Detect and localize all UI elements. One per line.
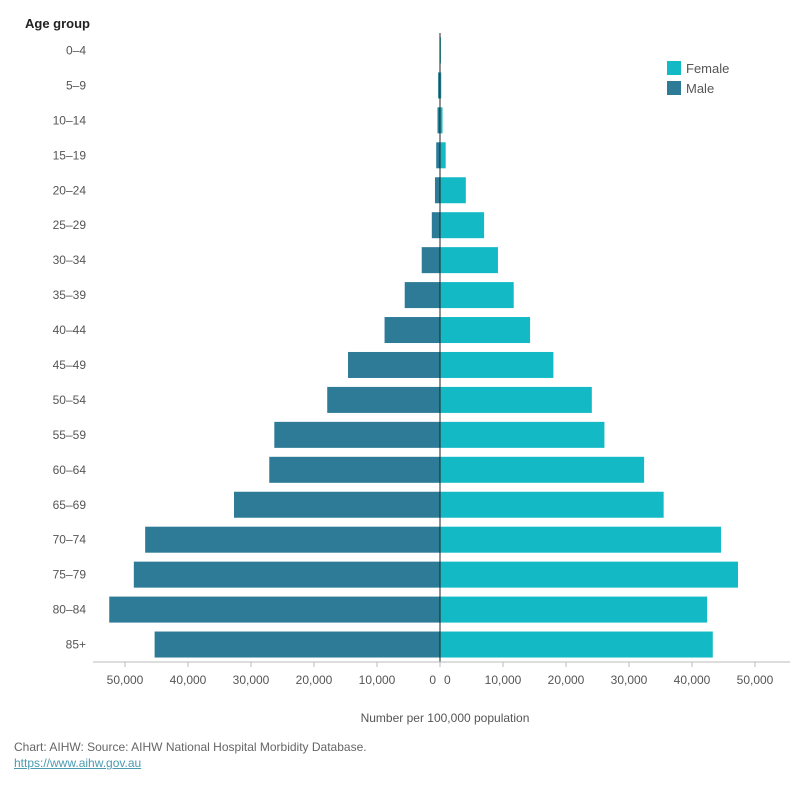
bar-male [327, 386, 440, 413]
bar-female [440, 386, 592, 413]
bar-female [440, 456, 645, 483]
category-label: 65–69 [53, 498, 87, 512]
category-label: 40–44 [53, 323, 87, 337]
x-tick-label: 20,000 [548, 673, 585, 687]
bar-male [269, 456, 440, 483]
bar-female [440, 247, 498, 274]
pyramid-chart: Age group 0–4 5–9 10–14 15–19 20–24 25–29 30–34… [25, 16, 790, 725]
bar-male [404, 282, 440, 309]
bar-female [440, 107, 443, 134]
x-tick-label: 50,000 [737, 673, 774, 687]
bar-male [431, 212, 440, 239]
bar-female [440, 351, 554, 378]
category-label: 80–84 [53, 603, 87, 617]
category-label: 15–19 [53, 148, 87, 162]
bar-female [440, 142, 446, 169]
x-tick-label: 30,000 [233, 673, 270, 687]
bar-female [440, 596, 708, 623]
chart-footer: Chart: AIHW: Source: AIHW National Hospi… [14, 740, 367, 770]
category-label: 85+ [66, 638, 86, 652]
bar-male [274, 421, 440, 448]
category-label: 70–74 [53, 533, 87, 547]
source-note: Chart: AIHW: Source: AIHW National Hospi… [14, 740, 367, 754]
x-tick-label: 40,000 [170, 673, 207, 687]
bar-male [233, 491, 440, 518]
bar-male [348, 351, 440, 378]
legend-swatch-male [667, 81, 681, 95]
category-label: 60–64 [53, 463, 87, 477]
bar-female [440, 282, 514, 309]
bar-male [421, 247, 440, 274]
bar-male [109, 596, 440, 623]
category-label: 75–79 [53, 568, 87, 582]
bar-female [440, 317, 531, 344]
bar-female [440, 212, 485, 239]
category-label: 25–29 [53, 218, 87, 232]
bar-female [440, 491, 664, 518]
bar-female [440, 561, 738, 588]
y-axis-title: Age group [25, 16, 90, 31]
chart-svg: Age group 0–4 5–9 10–14 15–19 20–24 25–29 30–34… [25, 16, 790, 725]
bar-female [440, 177, 466, 204]
bar-male [145, 526, 440, 553]
x-tick-label: 0 [444, 673, 451, 687]
legend-swatch-female [667, 61, 681, 75]
bar-male [436, 142, 440, 169]
category-label: 0–4 [66, 43, 86, 57]
category-label: 20–24 [53, 183, 87, 197]
x-tick-label: 10,000 [359, 673, 396, 687]
category-label: 10–14 [53, 113, 87, 127]
bar-female [440, 631, 713, 658]
legend-label-male: Male [686, 81, 714, 96]
bar-female [440, 421, 605, 448]
category-label: 45–49 [53, 358, 87, 372]
x-axis-title: Number per 100,000 population [361, 711, 530, 725]
category-label: 50–54 [53, 393, 87, 407]
category-label: 35–39 [53, 288, 87, 302]
x-tick-label: 30,000 [611, 673, 648, 687]
legend-label-female: Female [686, 61, 729, 76]
bar-female [440, 526, 721, 553]
bar-male [434, 177, 440, 204]
category-label: 5–9 [66, 78, 86, 92]
x-tick-label: 40,000 [674, 673, 711, 687]
x-tick-label: 50,000 [107, 673, 144, 687]
source-link[interactable]: https://www.aihw.gov.au [14, 756, 142, 770]
x-tick-label: 10,000 [485, 673, 522, 687]
x-tick-label: 20,000 [296, 673, 333, 687]
bar-male [437, 107, 440, 134]
bar-female [440, 72, 442, 99]
bar-male [154, 631, 441, 658]
x-tick-label: 0 [429, 673, 436, 687]
category-label: 55–59 [53, 428, 87, 442]
bar-male [133, 561, 440, 588]
category-label: 30–34 [53, 253, 87, 267]
bar-male [384, 317, 440, 344]
bar-male [438, 72, 440, 99]
